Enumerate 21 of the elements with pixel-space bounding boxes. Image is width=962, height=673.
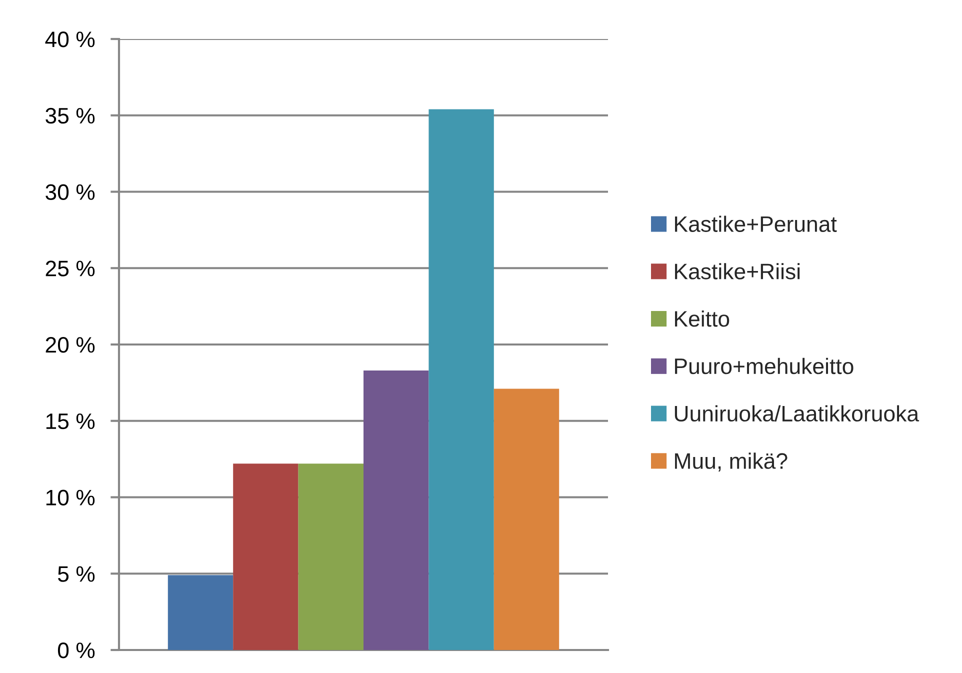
- bar: [494, 388, 560, 650]
- legend-label: Uuniruoka/Laatikkoruoka: [674, 405, 920, 422]
- y-tick-label: 30 %: [46, 184, 95, 200]
- y-tick-label: 15 %: [46, 414, 95, 430]
- bar: [298, 464, 364, 650]
- bar: [364, 370, 429, 650]
- bar: [233, 464, 298, 650]
- y-tick-label: 25 %: [46, 260, 95, 276]
- legend-label: Muu, mikä?: [675, 452, 788, 472]
- y-tick-label: 10 %: [46, 490, 95, 506]
- legend-label: Kastike+Riisi: [675, 263, 800, 280]
- y-tick-label: 35 %: [46, 108, 95, 124]
- y-tick-label: 20 %: [46, 337, 95, 353]
- legend-label: Keitto: [675, 310, 730, 327]
- bar: [428, 109, 494, 650]
- y-tick-label: 0 %: [58, 642, 95, 658]
- legend-label: Kastike+Perunat: [675, 216, 837, 232]
- y-tick-label: 40 %: [45, 32, 95, 48]
- bar: [168, 575, 234, 650]
- y-tick-label: 5 %: [58, 566, 95, 582]
- legend-label: Puuro+mehukeitto: [675, 358, 854, 374]
